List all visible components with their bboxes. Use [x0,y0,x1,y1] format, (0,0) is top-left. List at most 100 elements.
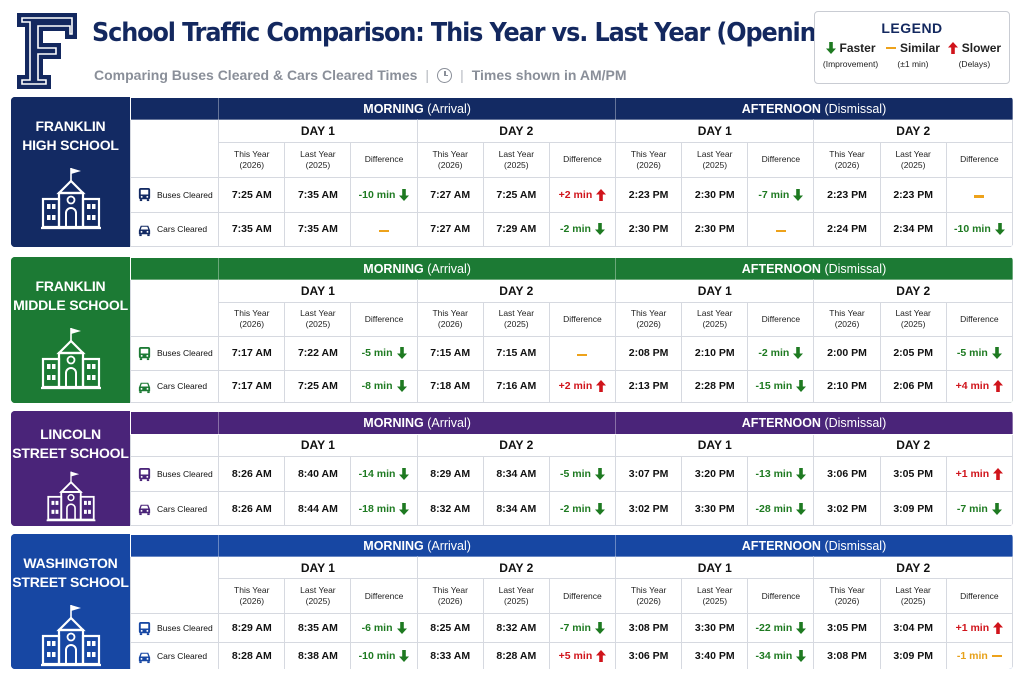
col-this-year: This Year (2026) [615,141,683,179]
arrow-down-icon [793,188,804,201]
period-label: MORNING [363,261,424,276]
legend-item-label: Faster [839,41,876,55]
period-subtitle: (Arrival) [427,415,471,430]
col-difference: Difference [548,141,617,179]
difference-text: -7 min [560,622,591,634]
difference-cell: +4 min [945,369,1013,403]
cars-cleared-label: Cars Cleared [157,651,208,661]
difference-cell: -5 min [350,336,418,371]
col-last-year-label: Last Year [895,308,931,319]
arrow-up-icon [596,380,607,393]
difference-text: -5 min [560,468,591,481]
difference-text: -28 min [755,502,793,515]
difference-cell: +2 min [548,369,617,403]
last-year-time: 3:04 PM [879,613,947,643]
afternoon-header: AFTERNOON (Dismissal) [615,411,1013,435]
col-this-year-label: This Year [234,148,270,159]
school-panel: FRANKLIN MIDDLE SCHOOL [11,257,130,403]
day-header: DAY 2 [416,556,617,579]
buses-cleared-label: Buses Cleared [157,189,213,200]
difference-value: -5 min [362,347,407,360]
day-header-row: DAY 1 DAY 2 DAY 1 DAY 2 [129,556,1013,614]
difference-text: -5 min [956,347,988,360]
period-label: AFTERNOON [741,538,821,553]
legend-item-label: Similar [899,41,940,55]
col-last-year-label: Last Year [300,585,336,595]
this-year-time: 3:02 PM [813,491,881,526]
col-last-year-year: (2025) [504,319,529,330]
difference-text: -10 min [953,223,991,236]
difference-value [379,229,390,233]
difference-cell: -18 min [350,491,418,526]
difference-cell: -1 min [945,642,1013,669]
this-year-time: 8:26 AM [218,491,286,526]
period-subtitle: (Dismissal) [824,415,887,430]
dash-icon [577,353,588,357]
this-year-time: 3:06 PM [813,456,881,493]
difference-cell: -22 min [747,613,815,643]
this-year-time: 7:17 AM [218,369,286,403]
col-difference: Difference [747,301,815,338]
col-this-year: This Year (2026) [615,301,683,338]
table-row: Buses Cleared 7:17 AM 7:22 AM -5 min 7:15 AM… [129,336,1013,371]
school-name: FRANKLIN HIGH SCHOOL [11,117,130,155]
this-year-time: 2:08 PM [615,336,683,371]
period-label: MORNING [363,415,424,430]
row-label-wrap: Cars Cleared [137,379,218,394]
col-last-year: Last Year (2025) [284,141,352,179]
col-this-year-year: (2026) [636,319,661,330]
last-year-time: 3:40 PM [681,642,749,669]
col-last-year-year: (2025) [305,159,331,170]
difference-value: -5 min [956,347,1002,360]
last-year-time: 7:16 AM [482,369,550,403]
arrow-down-icon [991,347,1002,360]
difference-text: -10 min [358,650,396,662]
col-this-year-label: This Year [432,308,468,319]
page-title: School Traffic Comparison: This Year vs.… [92,18,919,48]
period-label: MORNING [363,538,424,553]
difference-value [775,229,786,233]
cars-cleared-label: Cars Cleared [157,224,208,235]
last-year-time: 2:05 PM [879,336,947,371]
col-last-year-label: Last Year [697,585,733,595]
difference-cell [945,177,1013,213]
this-year-time: 3:08 PM [615,613,683,643]
this-year-time: 2:30 PM [615,211,683,247]
this-year-time: 7:18 AM [416,369,484,403]
col-last-year: Last Year (2025) [482,141,550,179]
table-row: Cars Cleared 7:17 AM 7:25 AM -8 min 7:18 AM 7… [129,369,1013,403]
label-spacer [129,556,220,614]
difference-value: -18 min [359,502,410,515]
car-icon [138,382,151,393]
difference-cell: -8 min [350,369,418,403]
legend-item: Faster (Improvement) [823,41,878,69]
day-header-row: DAY 1 DAY 2 DAY 1 DAY 2 [129,279,1013,338]
col-this-year-label: This Year [829,585,865,595]
buses-cleared-label: Buses Cleared [157,348,213,359]
col-last-year-label: Last Year [498,148,535,159]
difference-text: -7 min [956,502,988,515]
morning-header: MORNING (Arrival) [218,534,617,557]
last-year-time: 3:09 PM [879,491,947,526]
school-building-icon [46,471,95,522]
row-label: Cars Cleared [129,211,220,247]
col-last-year-year: (2025) [504,596,529,606]
difference-text: +1 min [955,468,990,481]
difference-cell: -10 min [945,211,1013,247]
bus-icon [138,346,151,360]
school-section: FRANKLIN MIDDLE SCHOOL MORNING (Arrival) AF… [11,257,1013,403]
difference-value: -2 min [560,223,605,236]
col-last-year-label: Last Year [895,585,931,595]
col-last-year: Last Year (2025) [284,301,352,338]
afternoon-header: AFTERNOON (Dismissal) [615,97,1013,121]
car-icon [138,504,151,516]
arrow-down-icon [793,347,804,360]
col-this-year: This Year (2026) [615,578,683,614]
day-header: DAY 1 [218,279,418,303]
period-subtitle: (Arrival) [427,538,471,553]
last-year-time: 8:28 AM [482,642,550,669]
difference-text: +1 min [955,622,990,634]
period-spacer [129,257,220,281]
difference-text: -6 min [361,622,393,634]
difference-text: -2 min [560,223,591,236]
